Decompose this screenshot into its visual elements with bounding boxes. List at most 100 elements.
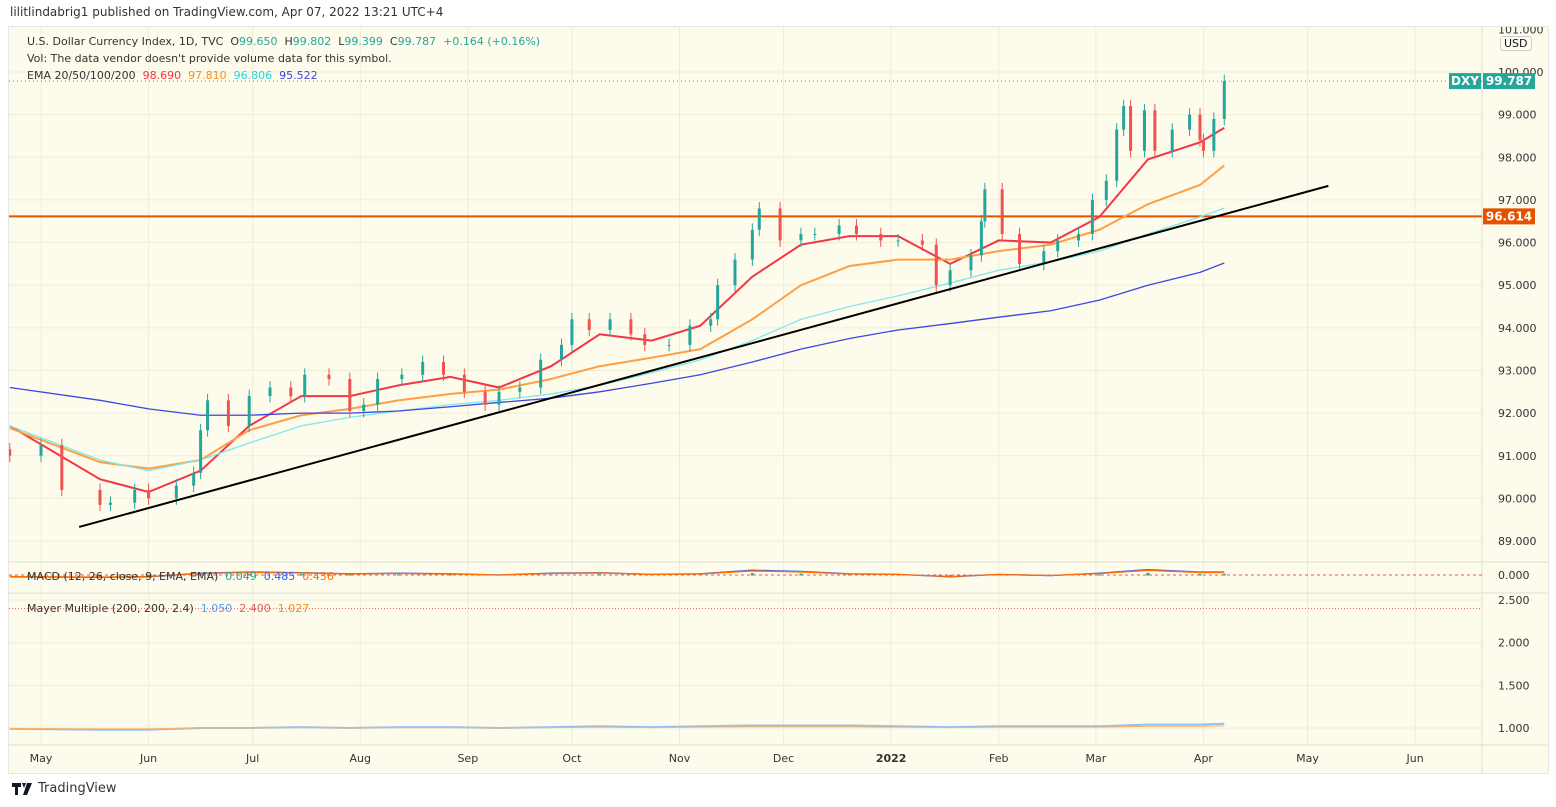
last-price-tag[interactable]: 99.787	[1483, 73, 1535, 90]
level-price-tag[interactable]: 96.614	[1483, 208, 1535, 225]
price-tick-label: 95.000	[1498, 279, 1537, 292]
candle-body	[462, 374, 466, 392]
ema-legend[interactable]: EMA 20/50/100/200 98.690 97.810 96.806 9…	[27, 69, 318, 82]
tradingview-logo-icon	[12, 782, 32, 795]
candle-body	[1115, 129, 1119, 181]
candle-body	[60, 445, 64, 490]
mayer-tick-label: 1.000	[1498, 722, 1530, 735]
candle-body	[1056, 240, 1060, 252]
price-tick-label: 93.000	[1498, 364, 1537, 377]
candle-body	[948, 270, 952, 286]
candle-body	[518, 387, 522, 392]
high-value: 99.802	[292, 35, 332, 48]
open-label: O	[230, 35, 239, 48]
open-value: 99.650	[239, 35, 278, 48]
footer-brand: TradingView	[38, 781, 117, 796]
time-axis-label: Feb	[989, 752, 1008, 765]
time-axis-label: Sep	[457, 752, 478, 765]
time-axis-label: Oct	[562, 752, 582, 765]
candle-body	[1042, 251, 1046, 264]
candle-body	[289, 387, 293, 397]
price-tick-label: 91.000	[1498, 450, 1537, 463]
mayer-legend[interactable]: Mayer Multiple (200, 200, 2.4) 1.050 2.4…	[27, 602, 309, 615]
mayer-tick-label: 1.500	[1498, 679, 1530, 692]
chart-frame[interactable]: 101.000 100.000 99.000 98.000 97.000 96.000 95…	[8, 26, 1549, 774]
time-axis-label: Dec	[773, 752, 794, 765]
price-tick-label: 96.000	[1498, 237, 1537, 250]
time-axis-label: Jun	[139, 752, 157, 765]
candle-body	[247, 396, 251, 426]
price-chart[interactable]: 101.000100.00099.00098.00097.00096.00095…	[9, 27, 1548, 773]
macd-histogram-bar	[348, 574, 352, 576]
macd-histogram-bar	[448, 574, 452, 576]
candle-body	[778, 208, 782, 241]
last-price-tag-bg	[1483, 73, 1535, 90]
macd-label: MACD (12, 26, close, 9, EMA, EMA)	[27, 570, 219, 583]
candle-body	[667, 344, 671, 346]
candle-body	[750, 229, 754, 260]
candle-body	[421, 361, 425, 375]
candle-body	[1170, 129, 1174, 151]
time-axis-label: Nov	[669, 752, 691, 765]
candle-body	[1222, 81, 1226, 119]
candle-body	[348, 379, 352, 411]
trendline	[78, 184, 1329, 528]
price-tick-label: 90.000	[1498, 492, 1537, 505]
candle-body	[539, 359, 543, 388]
macd-signal-line	[9, 569, 1225, 578]
mayer-label: Mayer Multiple (200, 200, 2.4)	[27, 602, 194, 615]
macd-histogram-bar	[1146, 572, 1150, 576]
last-price-tag-text: 99.787	[1486, 74, 1532, 88]
close-label: C	[389, 35, 398, 48]
tradingview-logo[interactable]: TradingView	[12, 781, 117, 796]
symbol-tag-text: DXY	[1451, 74, 1479, 88]
candle-body	[733, 259, 737, 286]
level-price-tag-text: 96.614	[1486, 209, 1532, 223]
price-tick-label: 92.000	[1498, 407, 1537, 420]
symbol-title: U.S. Dollar Currency Index, 1D, TVC	[27, 35, 224, 48]
ema-line-ema20	[9, 126, 1225, 494]
candle-body	[813, 234, 817, 236]
candle-body	[757, 208, 761, 230]
price-tick-label: 101.000	[1498, 27, 1544, 36]
symbol-tag[interactable]: DXY	[1449, 73, 1481, 90]
macd-histogram-bar	[98, 575, 102, 577]
symbol-legend: U.S. Dollar Currency Index, 1D, TVC O99.…	[27, 35, 540, 48]
candle-body	[206, 400, 210, 431]
time-axis-label: Mar	[1085, 752, 1106, 765]
candle-body	[1201, 140, 1205, 151]
candle-body	[303, 374, 307, 397]
candle-body	[1188, 114, 1192, 130]
candle-body	[587, 319, 591, 330]
candle-body	[199, 430, 203, 473]
mayer-value: 1.050	[200, 602, 233, 615]
candle-body	[1077, 234, 1081, 241]
candle-body	[570, 319, 574, 345]
ema50-value: 97.810	[188, 69, 227, 82]
candle-body	[192, 472, 196, 486]
candle-body	[1000, 189, 1004, 235]
high-label: H	[284, 35, 293, 48]
mayer-threshold-value: 2.400	[239, 602, 271, 615]
time-axis-label: Jun	[1406, 752, 1424, 765]
macd-histogram-bar	[396, 574, 400, 576]
candle-body	[226, 400, 230, 426]
macd-legend[interactable]: MACD (12, 26, close, 9, EMA, EMA) 0.049 …	[27, 570, 334, 583]
ema100-value: 96.806	[233, 69, 273, 82]
candle-body	[896, 240, 900, 242]
candle-body	[709, 319, 713, 326]
price-tick-label: 97.000	[1498, 194, 1537, 207]
candle-body	[983, 189, 987, 222]
symbol-tag-bg	[1449, 73, 1481, 90]
candle-body	[629, 319, 633, 335]
macd-signal-value: 0.436	[302, 570, 334, 583]
candle-body	[969, 255, 973, 271]
candle-body	[1153, 110, 1157, 151]
time-axis-label: Apr	[1194, 752, 1214, 765]
low-label: L	[338, 35, 345, 48]
candle-body	[483, 391, 487, 405]
currency-button[interactable]: USD	[1500, 36, 1532, 51]
time-axis-label: May	[1296, 752, 1319, 765]
published-by-line: lilitlindabrig1 published on TradingView…	[10, 5, 444, 19]
candle-body	[268, 387, 272, 397]
